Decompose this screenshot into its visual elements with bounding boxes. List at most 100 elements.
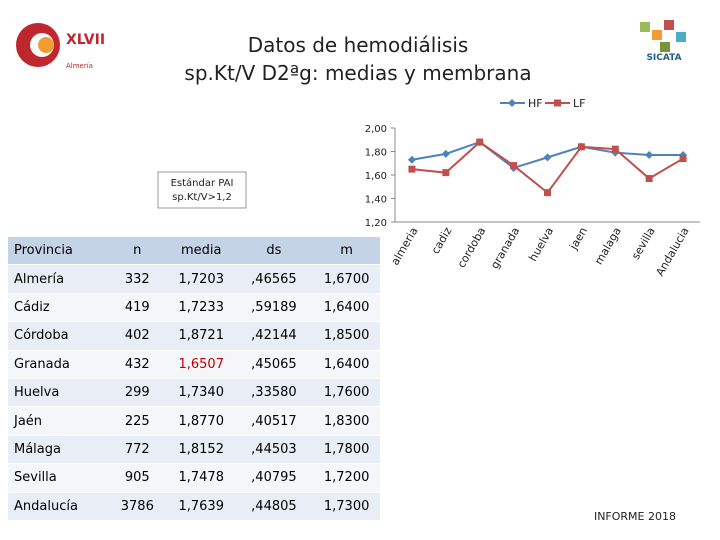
x-tick-label: malaga [592,225,624,267]
header-cell: n [106,237,162,266]
legend-label: HF [528,97,543,110]
table-row: Jaén 225 1,8770,40517 1,8300 [8,406,380,436]
logo-text: XLVII [66,32,105,48]
y-tick-label: 2,00 [365,124,387,135]
table-cell: 1,7203 [161,264,235,294]
table-cell: 1,7300 [307,492,380,521]
x-tick-label: sevilla [629,225,658,262]
annotation: Estándar PAI [171,177,234,189]
table-cell: 772 [106,435,162,465]
x-tick-label: huelva [526,225,556,264]
x-tick-label: jaen [566,225,590,253]
annotation-box [157,171,247,209]
table-cell: Almería [8,264,107,294]
data-table: Provincia n media ds m Almería 332 1,7203,46565… [8,237,380,521]
table-row: Cádiz 419 1,7233,59189 1,6400 [8,293,380,323]
table-cell: 1,6507 [161,350,235,379]
table-row: Córdoba 402 1,8721,42144 1,8500 [8,321,380,351]
table-cell: 1,7478 [161,463,235,493]
table-cell: 332 [106,264,162,294]
table-cell: ,46565 [234,264,308,294]
y-tick-label: 1,40 [365,195,387,206]
header-row: Provincia n media ds m [8,237,380,266]
table-cell: 1,7340 [161,378,235,408]
footer-right: INFORME 2018 [594,510,676,523]
table-cell: 402 [106,321,162,351]
table-cell: 1,8721 [161,321,235,351]
table-cell: Granada [8,350,107,379]
y-tick-label: 1,20 [365,218,387,229]
logo-tile [664,20,674,30]
point [577,143,585,151]
table-cell: 1,8152 [161,435,235,465]
table-cell: 419 [106,293,162,323]
table-cell: ,33580 [234,378,308,408]
logo-tile [660,42,670,52]
point [510,162,518,170]
y-tick-label: 1,60 [365,171,387,182]
annotation: sp.Kt/V>1,2 [172,192,232,203]
logo-tile [652,30,662,40]
table-cell: 1,8500 [307,321,380,351]
table-cell: Sevilla [8,463,107,493]
table-cell: 3786 [106,492,162,521]
table-cell: 905 [106,463,162,493]
table-row: Málaga 772 1,8152,44503 1,7800 [8,435,380,465]
table-cell: 1,6700 [307,264,380,294]
table-cell: Jaén [8,406,107,436]
table-cell: Huelva [8,378,107,408]
table-cell: Cádiz [8,293,107,323]
x-tick-label: cordoba [455,225,489,270]
table-cell: 1,6400 [307,293,380,323]
point [408,165,416,173]
point [442,169,450,177]
point [441,149,450,158]
legend-marker [554,99,561,107]
logo-text: SICATA [646,53,681,63]
table-row: Andalucía 3786 1,7639,44805 1,7300 [8,492,380,521]
logo-tile [640,22,650,32]
table-cell: 1,6400 [307,350,380,379]
table-cell: ,45065 [234,350,308,379]
header-cell: ds [234,237,308,266]
table-row: Sevilla 905 1,7478,40795 1,7200 [8,463,380,493]
point [407,155,416,164]
table-cell: ,44805 [234,492,308,521]
legend-marker [508,99,516,107]
point [544,189,551,197]
x-tick-label: almeria [388,225,420,268]
point [679,155,687,163]
table-cell: 1,7639 [161,492,235,521]
table-body: Provincia n media ds m Almería 332 1,7203,46565… [8,237,380,521]
header-cell: m [307,237,380,266]
table-cell: ,42144 [234,321,308,351]
table-cell: 1,7600 [307,378,380,408]
table-cell: ,59189 [234,293,308,323]
point [645,175,653,183]
series-line [411,140,684,195]
logo-tile [676,32,686,42]
x-tick-label: Andalucia [653,225,691,278]
point [645,151,654,160]
table-cell: Málaga [8,435,107,465]
table-cell: ,40517 [234,406,308,436]
chart-title: Datos de hemodiálisis [248,33,469,57]
table-cell: 1,7800 [307,435,380,465]
x-tick-label: cadiz [429,225,455,256]
table-cell: Andalucía [8,492,107,521]
point [543,153,552,162]
legend-label: LF [573,97,585,110]
table-row: Almería 332 1,7203,46565 1,6700 [8,264,380,294]
table-cell: 432 [106,350,162,379]
table-cell: Córdoba [8,321,107,351]
chart-subtitle: sp.Kt/V D2ªg: medias y membrana [184,61,531,85]
header-cell: media [161,237,235,266]
x-tick-label: granada [488,225,522,271]
y-tick-label: 1,80 [365,148,387,159]
point [476,138,484,146]
table-cell: 1,7233 [161,293,235,323]
table-cell: 1,8300 [307,406,380,436]
table-row: Granada 432 1,6507,45065 1,6400 [8,350,380,379]
point [611,145,619,153]
